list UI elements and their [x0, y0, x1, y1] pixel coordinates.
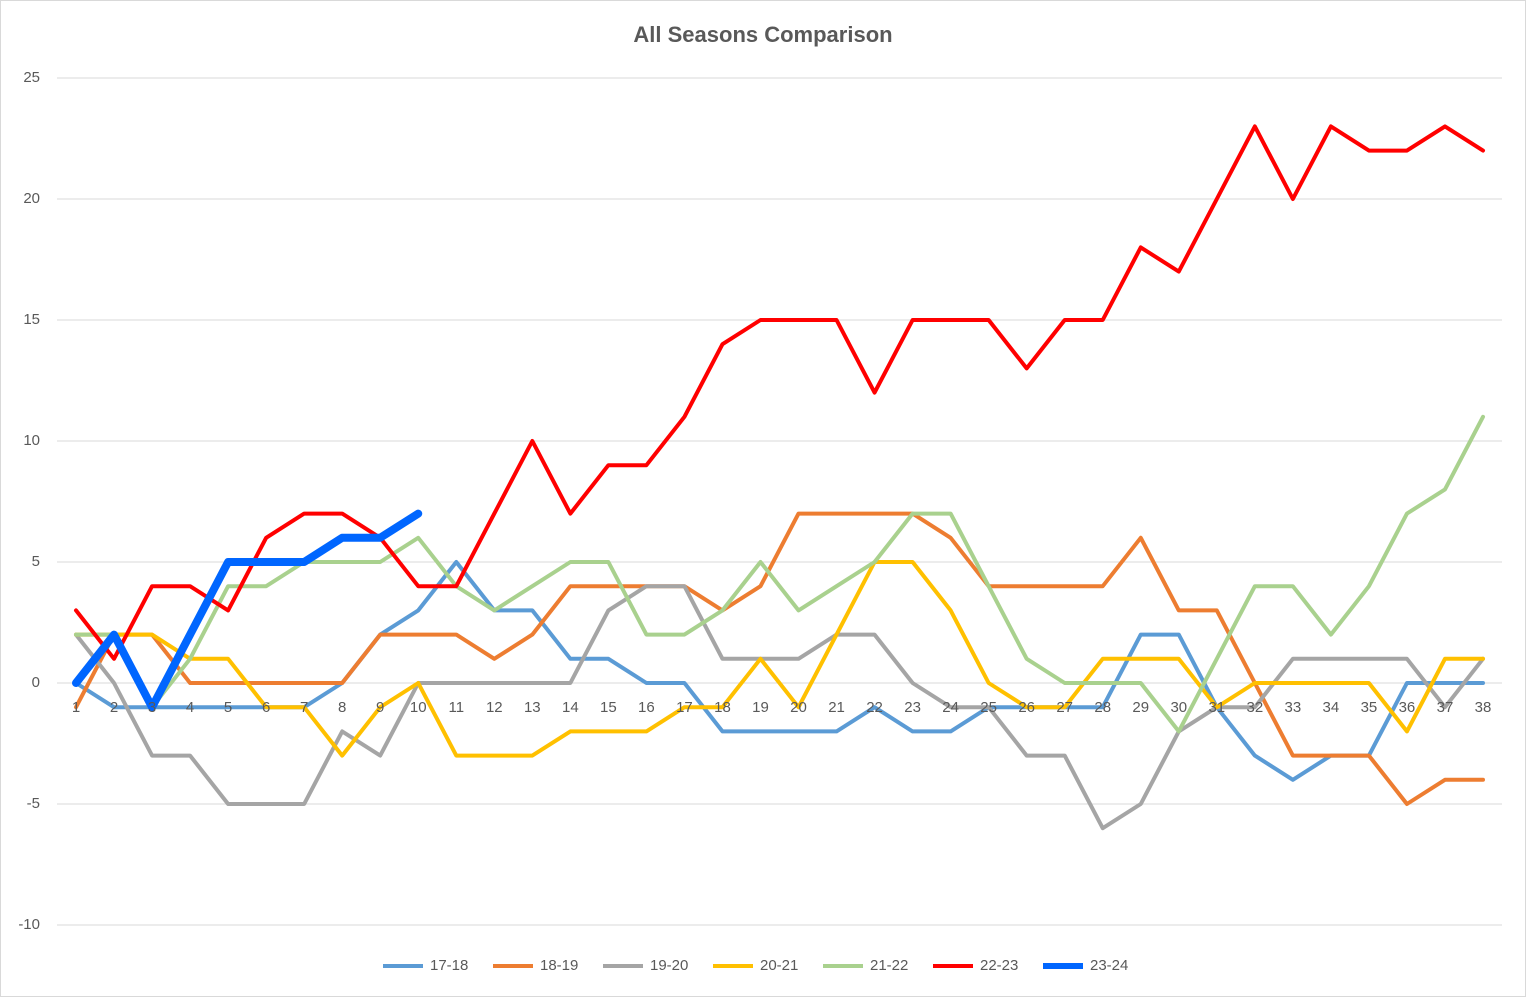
legend-label: 17-18 [430, 957, 468, 974]
y-tick-label: 20 [23, 190, 40, 207]
x-tick-label: 9 [376, 699, 384, 716]
y-tick-label: 25 [23, 69, 40, 86]
x-tick-label: 3 [148, 699, 156, 716]
series-line [72, 509, 423, 712]
x-tick-label: 22 [866, 699, 883, 716]
x-tick-label: 32 [1246, 699, 1263, 716]
y-tick-label: 0 [32, 674, 40, 691]
legend-label: 19-20 [650, 957, 688, 974]
legend-label: 22-23 [980, 957, 1018, 974]
series-line [74, 560, 1485, 782]
x-tick-label: 10 [410, 699, 427, 716]
y-tick-label: -5 [27, 795, 40, 812]
x-tick-label: 33 [1285, 699, 1302, 716]
x-tick-label: 11 [448, 699, 464, 716]
legend-label: 20-21 [760, 957, 798, 974]
x-tick-label: 34 [1323, 699, 1340, 716]
x-tick-label: 37 [1437, 699, 1454, 716]
x-tick-label: 14 [562, 699, 579, 716]
x-tick-label: 23 [904, 699, 921, 716]
legend-label: 21-22 [870, 957, 908, 974]
series-line [74, 560, 1485, 758]
x-tick-label: 1 [72, 699, 80, 716]
series-line [74, 124, 1485, 661]
chart-title: All Seasons Comparison [633, 22, 892, 47]
x-tick-label: 18 [714, 699, 731, 716]
y-tick-label: -10 [18, 916, 40, 933]
x-tick-label: 15 [600, 699, 617, 716]
x-tick-label: 27 [1056, 699, 1073, 716]
x-tick-label: 31 [1208, 699, 1225, 716]
x-tick-label: 29 [1132, 699, 1149, 716]
x-tick-label: 25 [980, 699, 997, 716]
x-tick-label: 12 [486, 699, 503, 716]
x-tick-label: 7 [300, 699, 308, 716]
x-tick-label: 20 [790, 699, 807, 716]
series-line [74, 584, 1485, 831]
x-tick-label: 17 [676, 699, 693, 716]
x-tick-label: 8 [338, 699, 346, 716]
y-tick-label: 15 [23, 311, 40, 328]
x-tick-label: 35 [1361, 699, 1378, 716]
x-tick-label: 28 [1094, 699, 1111, 716]
x-tick-label: 36 [1399, 699, 1416, 716]
x-tick-label: 24 [942, 699, 959, 716]
series-line [74, 511, 1485, 806]
legend-label: 18-19 [540, 957, 578, 974]
x-tick-label: 26 [1018, 699, 1035, 716]
x-tick-label: 21 [828, 699, 845, 716]
x-tick-label: 5 [224, 699, 232, 716]
x-tick-label: 4 [186, 699, 194, 716]
x-tick-label: 38 [1475, 699, 1492, 716]
y-tick-label: 5 [32, 553, 40, 570]
x-tick-label: 16 [638, 699, 655, 716]
legend-label: 23-24 [1090, 957, 1128, 974]
x-tick-label: 13 [524, 699, 541, 716]
x-tick-label: 2 [110, 699, 118, 716]
y-tick-label: 10 [23, 432, 40, 449]
x-tick-label: 19 [752, 699, 769, 716]
x-tick-label: 6 [262, 699, 270, 716]
x-tick-label: 30 [1170, 699, 1187, 716]
